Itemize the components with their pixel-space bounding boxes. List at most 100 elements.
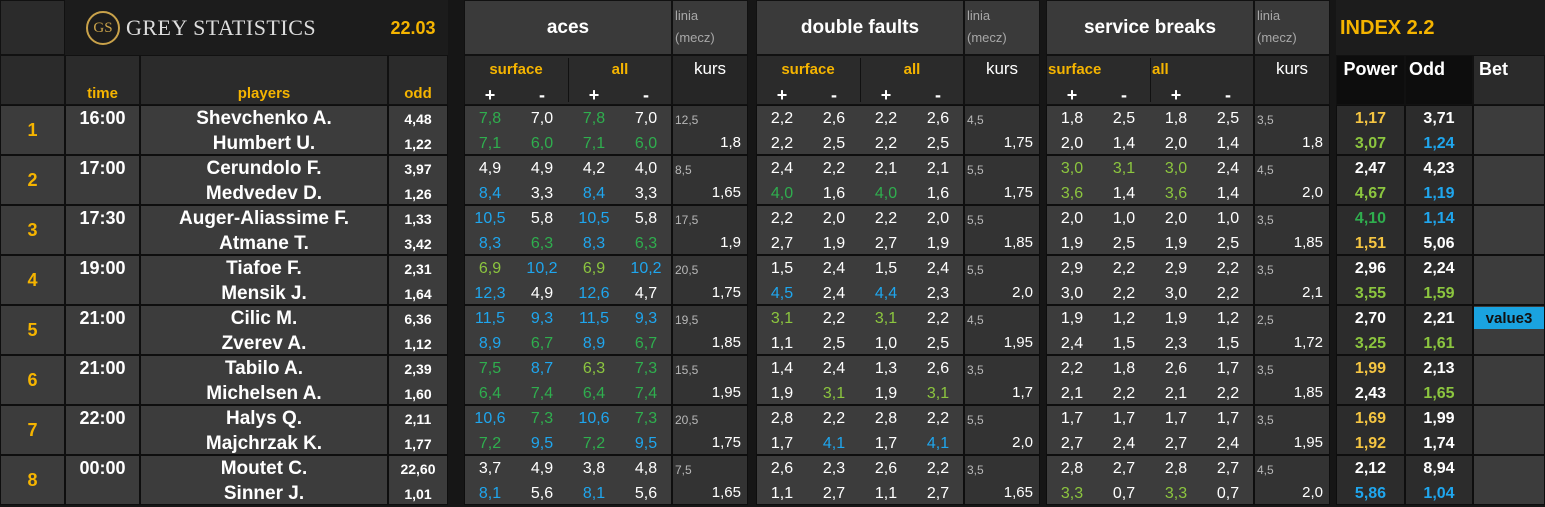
stat-value: 2,6 <box>926 359 950 377</box>
stat-value: 2,4 <box>822 259 846 277</box>
cell <box>756 255 964 305</box>
stat-value: 11,5 <box>475 309 505 327</box>
kurs-value: 2,0 <box>1012 434 1033 451</box>
odd-value: 1,19 <box>1423 184 1455 202</box>
stat-value: 3,3 <box>530 184 554 202</box>
stat-value: 1,0 <box>1112 209 1136 227</box>
stat-value: 3,0 <box>1060 284 1084 302</box>
header-cell <box>0 0 65 55</box>
stat-value: 2,0 <box>1060 209 1084 227</box>
match-number: 8 <box>27 469 38 490</box>
cell <box>964 455 1040 505</box>
odd-value: 1,74 <box>1423 434 1455 452</box>
stat-value: 2,8 <box>1060 459 1084 477</box>
sub-header <box>964 55 1040 105</box>
player-odd: 1,33 <box>404 210 432 227</box>
stat-value: 8,4 <box>478 184 502 202</box>
stat-value: 1,0 <box>1216 209 1240 227</box>
column-header: players <box>237 84 291 102</box>
cell <box>65 405 140 455</box>
stat-value: 2,3 <box>822 459 846 477</box>
cell <box>464 255 672 305</box>
kurs-value: 1,8 <box>720 134 741 151</box>
stat-value: 7,3 <box>634 359 658 377</box>
odd-value: 1,65 <box>1423 384 1455 402</box>
odd-value: 2,21 <box>1423 309 1455 327</box>
stat-value: 3,6 <box>1060 184 1084 202</box>
cell <box>1046 455 1254 505</box>
cell <box>0 155 65 205</box>
stat-value: 6,0 <box>530 134 554 152</box>
player-name: Cerundolo F. <box>206 157 322 179</box>
match-time: 19:00 <box>79 258 126 278</box>
cell <box>1046 205 1254 255</box>
player-odd: 1,26 <box>404 185 432 202</box>
odd-value: 1,04 <box>1423 484 1455 502</box>
line-value: 4,5 <box>967 312 984 327</box>
line-value: 3,5 <box>1257 212 1274 227</box>
stat-value: 1,3 <box>874 359 898 377</box>
cell <box>1254 305 1330 355</box>
kurs-value: 1,9 <box>720 234 741 251</box>
kurs-value: 1,72 <box>1293 334 1323 351</box>
stat-value: 3,1 <box>822 384 846 402</box>
stat-value: 2,2 <box>1216 284 1240 302</box>
stat-value: 2,0 <box>1060 134 1084 152</box>
stat-value: 2,1 <box>874 159 898 177</box>
stat-value: 11,5 <box>579 309 609 327</box>
stat-value: 3,3 <box>1060 484 1084 502</box>
stat-value: 1,7 <box>874 434 898 452</box>
stat-value: 2,9 <box>1164 259 1188 277</box>
kurs-value: 1,75 <box>711 434 741 451</box>
stat-value: 2,6 <box>1164 359 1188 377</box>
linia-label: (mecz) <box>1257 29 1297 45</box>
stat-value: 6,3 <box>582 359 606 377</box>
cell <box>1473 455 1545 505</box>
odd-value: 2,24 <box>1423 259 1455 277</box>
cell <box>140 455 388 505</box>
cell <box>1046 105 1254 155</box>
stat-value: 2,7 <box>1112 459 1136 477</box>
stat-value: 7,8 <box>478 109 502 127</box>
stat-value: 4,2 <box>582 159 606 177</box>
cell <box>1336 355 1405 405</box>
cell <box>964 405 1040 455</box>
sign: - <box>643 84 649 105</box>
stat-value: 1,5 <box>770 259 794 277</box>
stat-value: 8,4 <box>582 184 606 202</box>
sub-label: all <box>903 60 921 78</box>
player-odd: 2,31 <box>404 260 432 277</box>
stat-value: 2,3 <box>1164 334 1188 352</box>
line-value: 4,5 <box>1257 462 1274 477</box>
cell <box>388 205 448 255</box>
date: 22.03 <box>390 17 436 38</box>
stat-value: 2,7 <box>1060 434 1084 452</box>
cell <box>1473 405 1545 455</box>
line-value: 3,5 <box>1257 112 1274 127</box>
stat-value: 2,0 <box>926 209 950 227</box>
line-value: 8,5 <box>675 162 692 177</box>
cell <box>672 405 748 455</box>
stat-value: 10,2 <box>526 259 558 277</box>
player-odd: 1,64 <box>404 285 432 302</box>
header-cell <box>0 55 65 105</box>
kurs-value: 1,85 <box>1293 384 1323 401</box>
cell <box>140 355 388 405</box>
stat-value: 2,1 <box>1164 384 1188 402</box>
cell <box>964 105 1040 155</box>
stat-value: 4,9 <box>530 459 554 477</box>
stat-value: 3,7 <box>478 459 502 477</box>
stat-value: 4,9 <box>530 284 554 302</box>
cell <box>1405 305 1473 355</box>
power-value: 2,12 <box>1354 459 1387 477</box>
stat-value: 3,1 <box>926 384 950 402</box>
stat-value: 2,5 <box>1216 109 1240 127</box>
cell <box>464 305 672 355</box>
cell <box>388 355 448 405</box>
cell <box>672 105 748 155</box>
stat-value: 0,7 <box>1216 484 1240 502</box>
stat-value: 3,0 <box>1164 159 1188 177</box>
cell <box>1336 155 1405 205</box>
match-time: 21:00 <box>79 358 126 378</box>
cell <box>964 305 1040 355</box>
